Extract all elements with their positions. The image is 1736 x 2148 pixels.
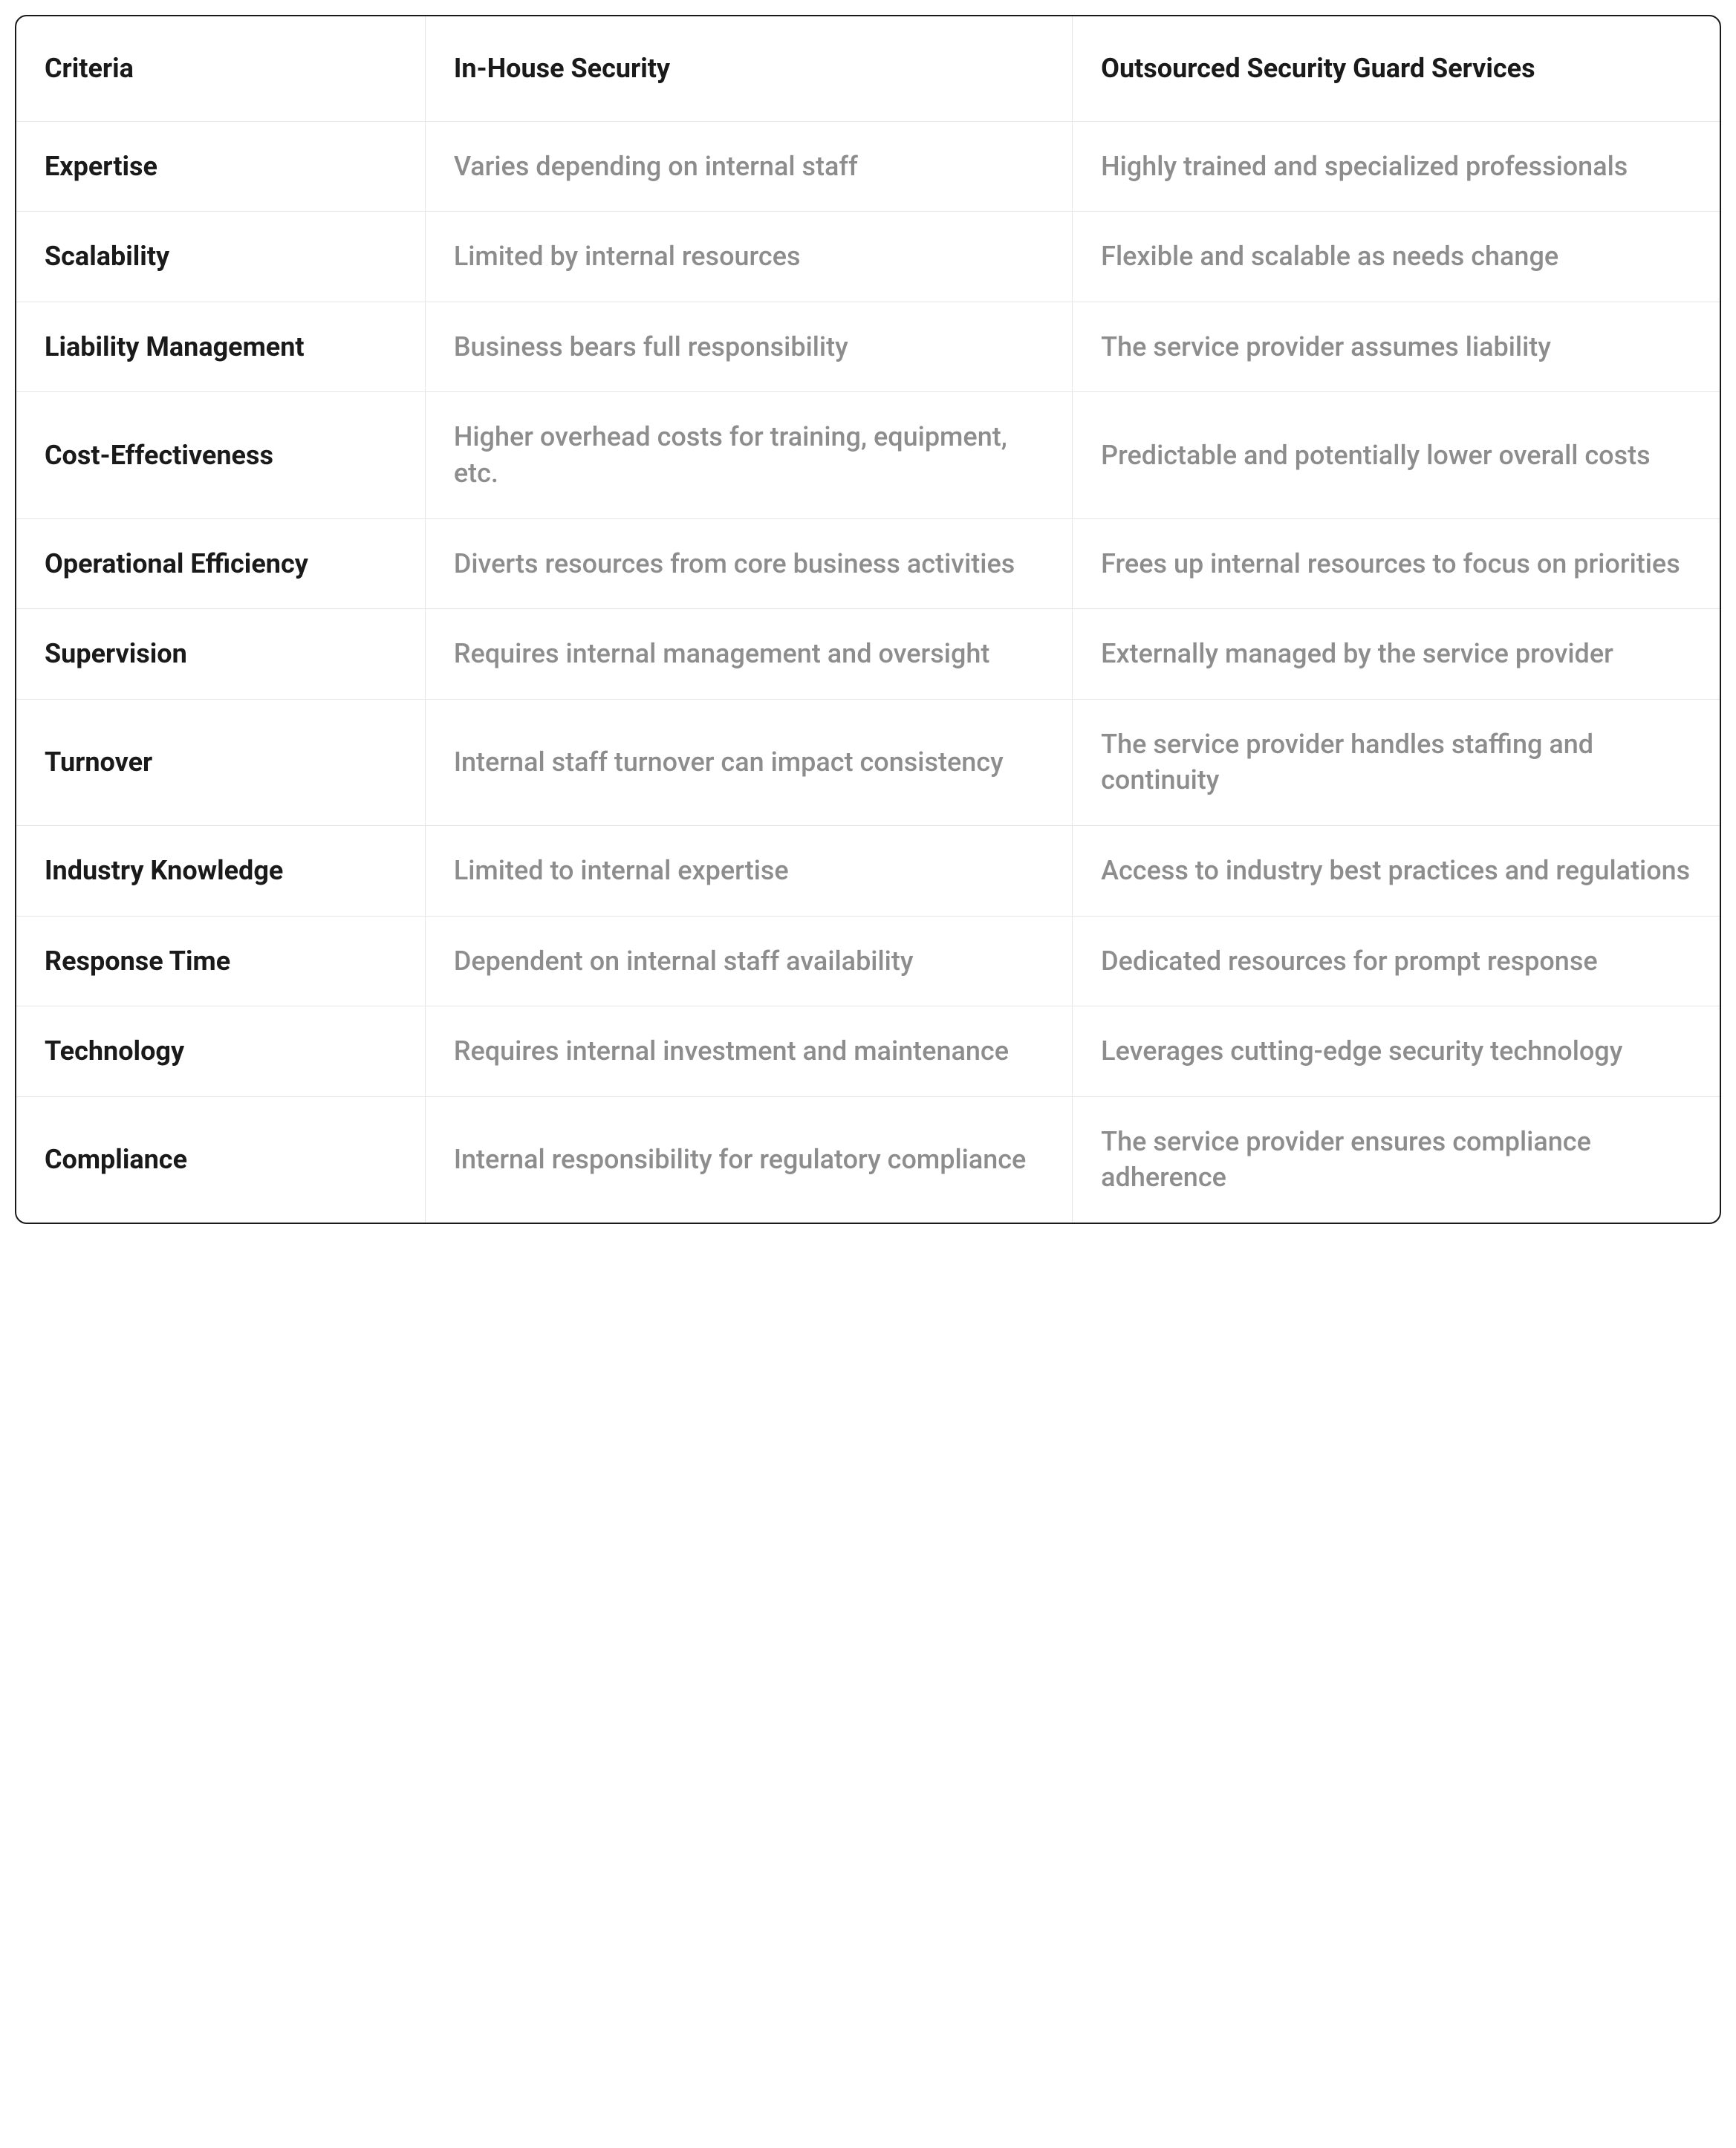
outsourced-cell: The service provider ensures compliance … — [1073, 1096, 1720, 1223]
inhouse-cell: Varies depending on internal staff — [425, 121, 1072, 212]
criteria-cell: Response Time — [16, 916, 425, 1006]
inhouse-cell: Limited by internal resources — [425, 212, 1072, 302]
table-body: ExpertiseVaries depending on internal st… — [16, 121, 1720, 1223]
outsourced-cell: Frees up internal resources to focus on … — [1073, 518, 1720, 609]
table-row: ScalabilityLimited by internal resources… — [16, 212, 1720, 302]
inhouse-cell: Diverts resources from core business act… — [425, 518, 1072, 609]
criteria-cell: Scalability — [16, 212, 425, 302]
outsourced-cell: Predictable and potentially lower overal… — [1073, 392, 1720, 518]
criteria-cell: Technology — [16, 1006, 425, 1097]
col-header-outsourced: Outsourced Security Guard Services — [1073, 16, 1720, 121]
criteria-cell: Operational Efficiency — [16, 518, 425, 609]
criteria-cell: Cost-Effectiveness — [16, 392, 425, 518]
outsourced-cell: Access to industry best practices and re… — [1073, 825, 1720, 916]
table-row: Cost-EffectivenessHigher overhead costs … — [16, 392, 1720, 518]
col-header-inhouse: In-House Security — [425, 16, 1072, 121]
inhouse-cell: Internal responsibility for regulatory c… — [425, 1096, 1072, 1223]
criteria-cell: Turnover — [16, 699, 425, 825]
table-header-row: Criteria In-House Security Outsourced Se… — [16, 16, 1720, 121]
inhouse-cell: Business bears full responsibility — [425, 302, 1072, 392]
table-row: TurnoverInternal staff turnover can impa… — [16, 699, 1720, 825]
table-row: SupervisionRequires internal management … — [16, 609, 1720, 700]
inhouse-cell: Dependent on internal staff availability — [425, 916, 1072, 1006]
outsourced-cell: Flexible and scalable as needs change — [1073, 212, 1720, 302]
inhouse-cell: Requires internal management and oversig… — [425, 609, 1072, 700]
inhouse-cell: Internal staff turnover can impact consi… — [425, 699, 1072, 825]
criteria-cell: Supervision — [16, 609, 425, 700]
outsourced-cell: The service provider assumes liability — [1073, 302, 1720, 392]
inhouse-cell: Higher overhead costs for training, equi… — [425, 392, 1072, 518]
table-row: Liability ManagementBusiness bears full … — [16, 302, 1720, 392]
comparison-table: Criteria In-House Security Outsourced Se… — [16, 16, 1720, 1223]
criteria-cell: Industry Knowledge — [16, 825, 425, 916]
outsourced-cell: Highly trained and specialized professio… — [1073, 121, 1720, 212]
table-row: TechnologyRequires internal investment a… — [16, 1006, 1720, 1097]
inhouse-cell: Requires internal investment and mainten… — [425, 1006, 1072, 1097]
table-row: Response TimeDependent on internal staff… — [16, 916, 1720, 1006]
criteria-cell: Liability Management — [16, 302, 425, 392]
outsourced-cell: Dedicated resources for prompt response — [1073, 916, 1720, 1006]
table-row: ExpertiseVaries depending on internal st… — [16, 121, 1720, 212]
comparison-table-container: Criteria In-House Security Outsourced Se… — [15, 15, 1721, 1224]
table-row: Operational EfficiencyDiverts resources … — [16, 518, 1720, 609]
outsourced-cell: The service provider handles staffing an… — [1073, 699, 1720, 825]
table-row: ComplianceInternal responsibility for re… — [16, 1096, 1720, 1223]
outsourced-cell: Leverages cutting-edge security technolo… — [1073, 1006, 1720, 1097]
inhouse-cell: Limited to internal expertise — [425, 825, 1072, 916]
criteria-cell: Expertise — [16, 121, 425, 212]
criteria-cell: Compliance — [16, 1096, 425, 1223]
col-header-criteria: Criteria — [16, 16, 425, 121]
table-row: Industry KnowledgeLimited to internal ex… — [16, 825, 1720, 916]
outsourced-cell: Externally managed by the service provid… — [1073, 609, 1720, 700]
